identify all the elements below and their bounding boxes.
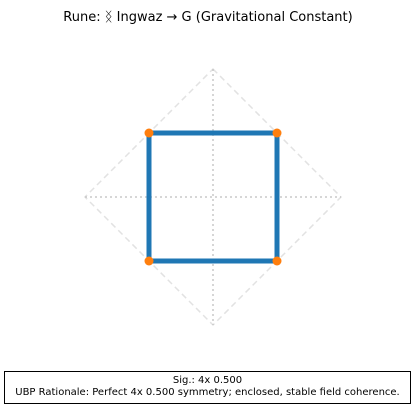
rationale-text: UBP Rationale: Perfect 4x 0.500 symmetry… (15, 387, 400, 398)
rune-vertex (272, 128, 282, 138)
diagram-title: Rune: ᛝ Ingwaz → G (Gravitational Consta… (63, 10, 353, 25)
signature-text: Sig.: 4x 0.500 (172, 375, 243, 386)
rune-vertices (144, 128, 282, 266)
rationale-box: Sig.: 4x 0.500 UBP Rationale: Perfect 4x… (4, 371, 411, 404)
rune-vertex (272, 256, 282, 266)
guide-diamond (83, 67, 343, 327)
rune-vertex (144, 128, 154, 138)
rune-vertex (144, 256, 154, 266)
guide-layer (83, 67, 343, 327)
rune-shape (146, 130, 280, 264)
